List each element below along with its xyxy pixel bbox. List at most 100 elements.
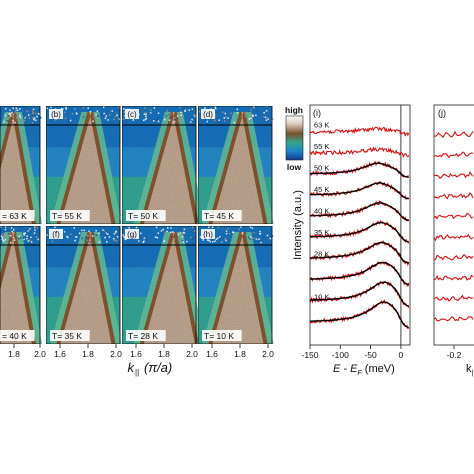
arpes-noise-pixel	[214, 113, 217, 116]
arpes-noise-pixel	[89, 241, 92, 243]
arpes-noise-pixel	[71, 112, 74, 115]
arpes-x-tick-label: 1.8	[234, 349, 246, 359]
arpes-noise-pixel	[253, 107, 255, 109]
arpes-noise-pixel	[6, 120, 9, 122]
arpes-noise-pixel	[191, 108, 194, 111]
arpes-noise-pixel	[32, 112, 34, 115]
arpes-noise-pixel	[95, 234, 98, 237]
arpes-noise-pixel	[34, 226, 36, 228]
arpes-noise-pixel	[234, 106, 236, 109]
arpes-noise-pixel	[1, 233, 4, 235]
arpes-x-axis-label-sub: ||	[135, 368, 139, 377]
arpes-noise-pixel	[122, 234, 124, 236]
arpes-noise-pixel	[230, 112, 233, 115]
arpes-noise-pixel	[215, 238, 218, 241]
arpes-noise-pixel	[166, 110, 168, 112]
arpes-noise-pixel	[264, 120, 266, 122]
arpes-noise-pixel	[202, 239, 204, 241]
arpes-noise-pixel	[269, 237, 272, 240]
arpes-noise-pixel	[24, 232, 26, 234]
arpes-noise-pixel	[0, 111, 2, 113]
arpes-noise-pixel	[135, 226, 138, 229]
edc-temperature-label: 10 K	[314, 293, 329, 302]
arpes-noise-pixel	[5, 232, 8, 235]
arpes-noise-pixel	[69, 233, 72, 235]
arpes-band-core	[60, 112, 112, 224]
arpes-noise-pixel	[10, 227, 13, 229]
arpes-noise-pixel	[228, 120, 231, 122]
arpes-noise-pixel	[143, 113, 146, 115]
arpes-noise-pixel	[225, 116, 227, 119]
arpes-noise-pixel	[84, 236, 87, 239]
arpes-noise-pixel	[249, 226, 252, 228]
arpes-noise-pixel	[10, 108, 12, 110]
arpes-noise-pixel	[225, 230, 228, 232]
arpes-noise-pixel	[63, 109, 65, 111]
arpes-noise-pixel	[37, 112, 40, 115]
arpes-noise-pixel	[155, 226, 158, 229]
arpes-noise-pixel	[171, 231, 174, 233]
arpes-noise-pixel	[30, 241, 33, 243]
arpes-noise-pixel	[34, 119, 37, 122]
arpes-noise-pixel	[23, 232, 25, 235]
colorbar-high-label: high	[285, 105, 303, 115]
arpes-noise-pixel	[4, 114, 7, 117]
mdc-curve	[434, 274, 474, 281]
mdc-curve	[434, 171, 474, 179]
arpes-noise-pixel	[25, 116, 28, 119]
arpes-noise-pixel	[108, 236, 111, 238]
edc-x-axis-label-unit: (meV)	[362, 363, 395, 375]
arpes-panel-frame	[0, 225, 41, 345]
arpes-noise-pixel	[81, 237, 83, 240]
arpes-noise-pixel	[95, 113, 97, 116]
arpes-noise-pixel	[9, 113, 12, 115]
arpes-noise-pixel	[118, 118, 121, 121]
arpes-noise-pixel	[233, 121, 236, 124]
arpes-noise-pixel	[0, 110, 2, 112]
arpes-noise-pixel	[189, 121, 192, 123]
arpes-temperature-bg	[0, 330, 35, 341]
arpes-noise-pixel	[27, 229, 29, 232]
arpes-noise-pixel	[12, 116, 15, 119]
arpes-noise-pixel	[33, 117, 35, 120]
arpes-noise-pixel	[255, 238, 258, 240]
arpes-noise-pixel	[75, 113, 78, 115]
arpes-noise-pixel	[217, 120, 219, 123]
mdc-panel-letter: (j)	[438, 108, 446, 118]
arpes-band-core	[212, 112, 264, 224]
mdc-curve	[434, 294, 474, 302]
arpes-noise-pixel	[181, 231, 183, 233]
arpes-noise-pixel	[236, 112, 239, 114]
arpes-noise-pixel	[168, 119, 171, 121]
arpes-noise-pixel	[23, 107, 26, 109]
arpes-noise-pixel	[168, 113, 171, 116]
arpes-noise-pixel	[116, 114, 118, 116]
arpes-noise-pixel	[244, 232, 247, 234]
edc-fit-curve	[310, 261, 409, 286]
arpes-noise-pixel	[181, 239, 184, 242]
arpes-noise-pixel	[122, 108, 125, 110]
arpes-panel-frame	[45, 105, 121, 225]
arpes-noise-pixel	[145, 115, 147, 118]
arpes-noise-pixel	[114, 113, 116, 115]
arpes-noise-pixel	[24, 117, 27, 119]
arpes-noise-pixel	[144, 107, 146, 109]
arpes-noise-pixel	[204, 107, 206, 109]
arpes-noise-pixel	[28, 114, 30, 116]
arpes-noise-pixel	[13, 239, 16, 241]
arpes-temperature-bg	[202, 330, 242, 341]
edc-x-axis-label: E - EF (meV)	[333, 363, 395, 377]
arpes-band-core	[212, 232, 264, 344]
arpes-noise-pixel	[33, 118, 35, 121]
arpes-temperature-bg	[50, 210, 90, 221]
arpes-x-tick-label: 1.6	[130, 349, 142, 359]
arpes-panel	[45, 225, 122, 345]
arpes-noise-pixel	[102, 229, 104, 231]
arpes-noise-pixel	[223, 120, 226, 122]
arpes-noise-pixel	[182, 107, 184, 110]
arpes-noise-pixel	[86, 240, 88, 242]
arpes-noise-pixel	[169, 113, 172, 116]
arpes-panel-letter-bg	[125, 109, 139, 119]
arpes-noise-pixel	[125, 238, 127, 241]
arpes-noise-pixel	[179, 231, 182, 234]
